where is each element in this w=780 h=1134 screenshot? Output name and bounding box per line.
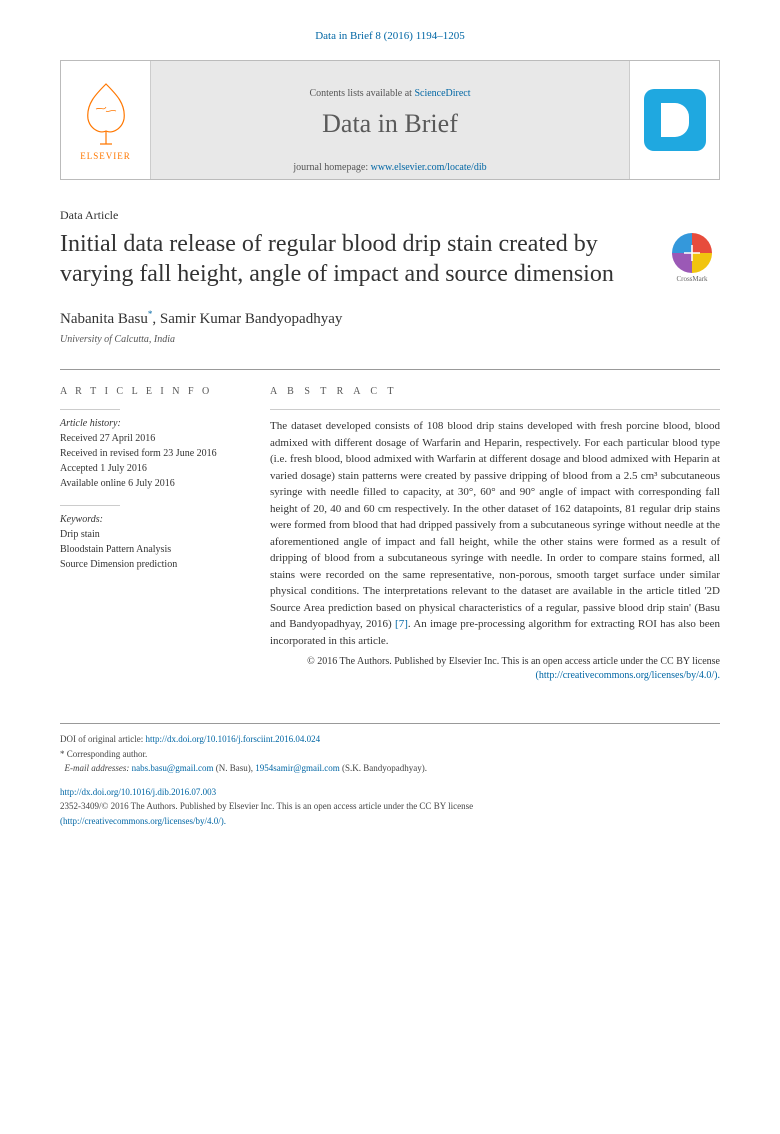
info-divider [60, 409, 120, 410]
abstract-divider [270, 409, 720, 410]
doi-label: DOI of original article: [60, 734, 145, 744]
original-doi-line: DOI of original article: http://dx.doi.o… [60, 733, 720, 747]
revised-date: Received in revised form 23 June 2016 [60, 446, 240, 461]
email-line: E-mail addresses: nabs.basu@gmail.com (N… [60, 762, 720, 776]
history-label: Article history: [60, 418, 240, 429]
crossmark-icon [672, 233, 712, 273]
article-history: Article history: Received 27 April 2016 … [60, 418, 240, 491]
abstract-body: The dataset developed consists of 108 bl… [270, 420, 720, 630]
article-doi: http://dx.doi.org/10.1016/j.dib.2016.07.… [60, 786, 720, 800]
journal-name: Data in Brief [322, 109, 458, 139]
dib-logo[interactable] [629, 61, 719, 179]
crossmark-label: CrossMark [664, 275, 720, 283]
elsevier-tree-icon [76, 79, 136, 149]
homepage-line: journal homepage: www.elsevier.com/locat… [293, 162, 486, 173]
affiliation: University of Calcutta, India [60, 334, 720, 345]
footnotes: DOI of original article: http://dx.doi.o… [0, 724, 780, 849]
info-divider [60, 505, 120, 506]
article-info-heading: A R T I C L E I N F O [60, 386, 240, 397]
sciencedirect-link[interactable]: ScienceDirect [414, 88, 470, 99]
email-1-name: (N. Basu), [213, 763, 255, 773]
authors: Nabanita Basu*, Samir Kumar Bandyopadhya… [60, 309, 720, 328]
author-2: , Samir Kumar Bandyopadhyay [152, 311, 342, 327]
dib-logo-icon [644, 89, 706, 151]
homepage-link[interactable]: www.elsevier.com/locate/dib [371, 162, 487, 173]
email-2-link[interactable]: 1954samir@gmail.com [255, 763, 340, 773]
elsevier-logo[interactable]: ELSEVIER [61, 61, 151, 179]
copyright-text: © 2016 The Authors. Published by Elsevie… [307, 656, 720, 667]
email-1-link[interactable]: nabs.basu@gmail.com [132, 763, 214, 773]
keyword-2: Bloodstain Pattern Analysis [60, 542, 240, 557]
copyright-block: © 2016 The Authors. Published by Elsevie… [270, 655, 720, 683]
contents-line: Contents lists available at ScienceDirec… [309, 88, 470, 99]
journal-center: Contents lists available at ScienceDirec… [151, 61, 629, 179]
accepted-date: Accepted 1 July 2016 [60, 461, 240, 476]
received-date: Received 27 April 2016 [60, 431, 240, 446]
online-date: Available online 6 July 2016 [60, 476, 240, 491]
article-type: Data Article [60, 208, 720, 223]
footer-license-link[interactable]: (http://creativecommons.org/licenses/by/… [60, 816, 226, 826]
article-title: Initial data release of regular blood dr… [60, 229, 644, 289]
homepage-prefix: journal homepage: [293, 162, 370, 173]
abstract-text: The dataset developed consists of 108 bl… [270, 418, 720, 649]
keywords-label: Keywords: [60, 514, 240, 525]
corresponding-author: * Corresponding author. [60, 748, 720, 762]
abstract-heading: A B S T R A C T [270, 386, 720, 397]
abstract-ref-link[interactable]: [7] [395, 618, 408, 630]
journal-header: ELSEVIER Contents lists available at Sci… [60, 60, 720, 180]
contents-prefix: Contents lists available at [309, 88, 414, 99]
issn-line: 2352-3409/© 2016 The Authors. Published … [60, 800, 720, 814]
original-doi-link[interactable]: http://dx.doi.org/10.1016/j.forsciint.20… [145, 734, 320, 744]
article-doi-link[interactable]: http://dx.doi.org/10.1016/j.dib.2016.07.… [60, 787, 216, 797]
crossmark-badge[interactable]: CrossMark [664, 233, 720, 283]
footer-license: (http://creativecommons.org/licenses/by/… [60, 815, 720, 829]
keyword-1: Drip stain [60, 527, 240, 542]
article-info: A R T I C L E I N F O Article history: R… [60, 386, 240, 683]
abstract-column: A B S T R A C T The dataset developed co… [270, 386, 720, 683]
elsevier-label: ELSEVIER [80, 151, 131, 161]
keyword-3: Source Dimension prediction [60, 557, 240, 572]
email-2-name: (S.K. Bandyopadhyay). [340, 763, 427, 773]
email-label: E-mail addresses: [65, 763, 132, 773]
author-1: Nabanita Basu [60, 311, 148, 327]
section-divider [60, 369, 720, 370]
license-link[interactable]: (http://creativecommons.org/licenses/by/… [536, 670, 721, 681]
header-citation: Data in Brief 8 (2016) 1194–1205 [0, 0, 780, 60]
keywords: Keywords: Drip stain Bloodstain Pattern … [60, 514, 240, 572]
